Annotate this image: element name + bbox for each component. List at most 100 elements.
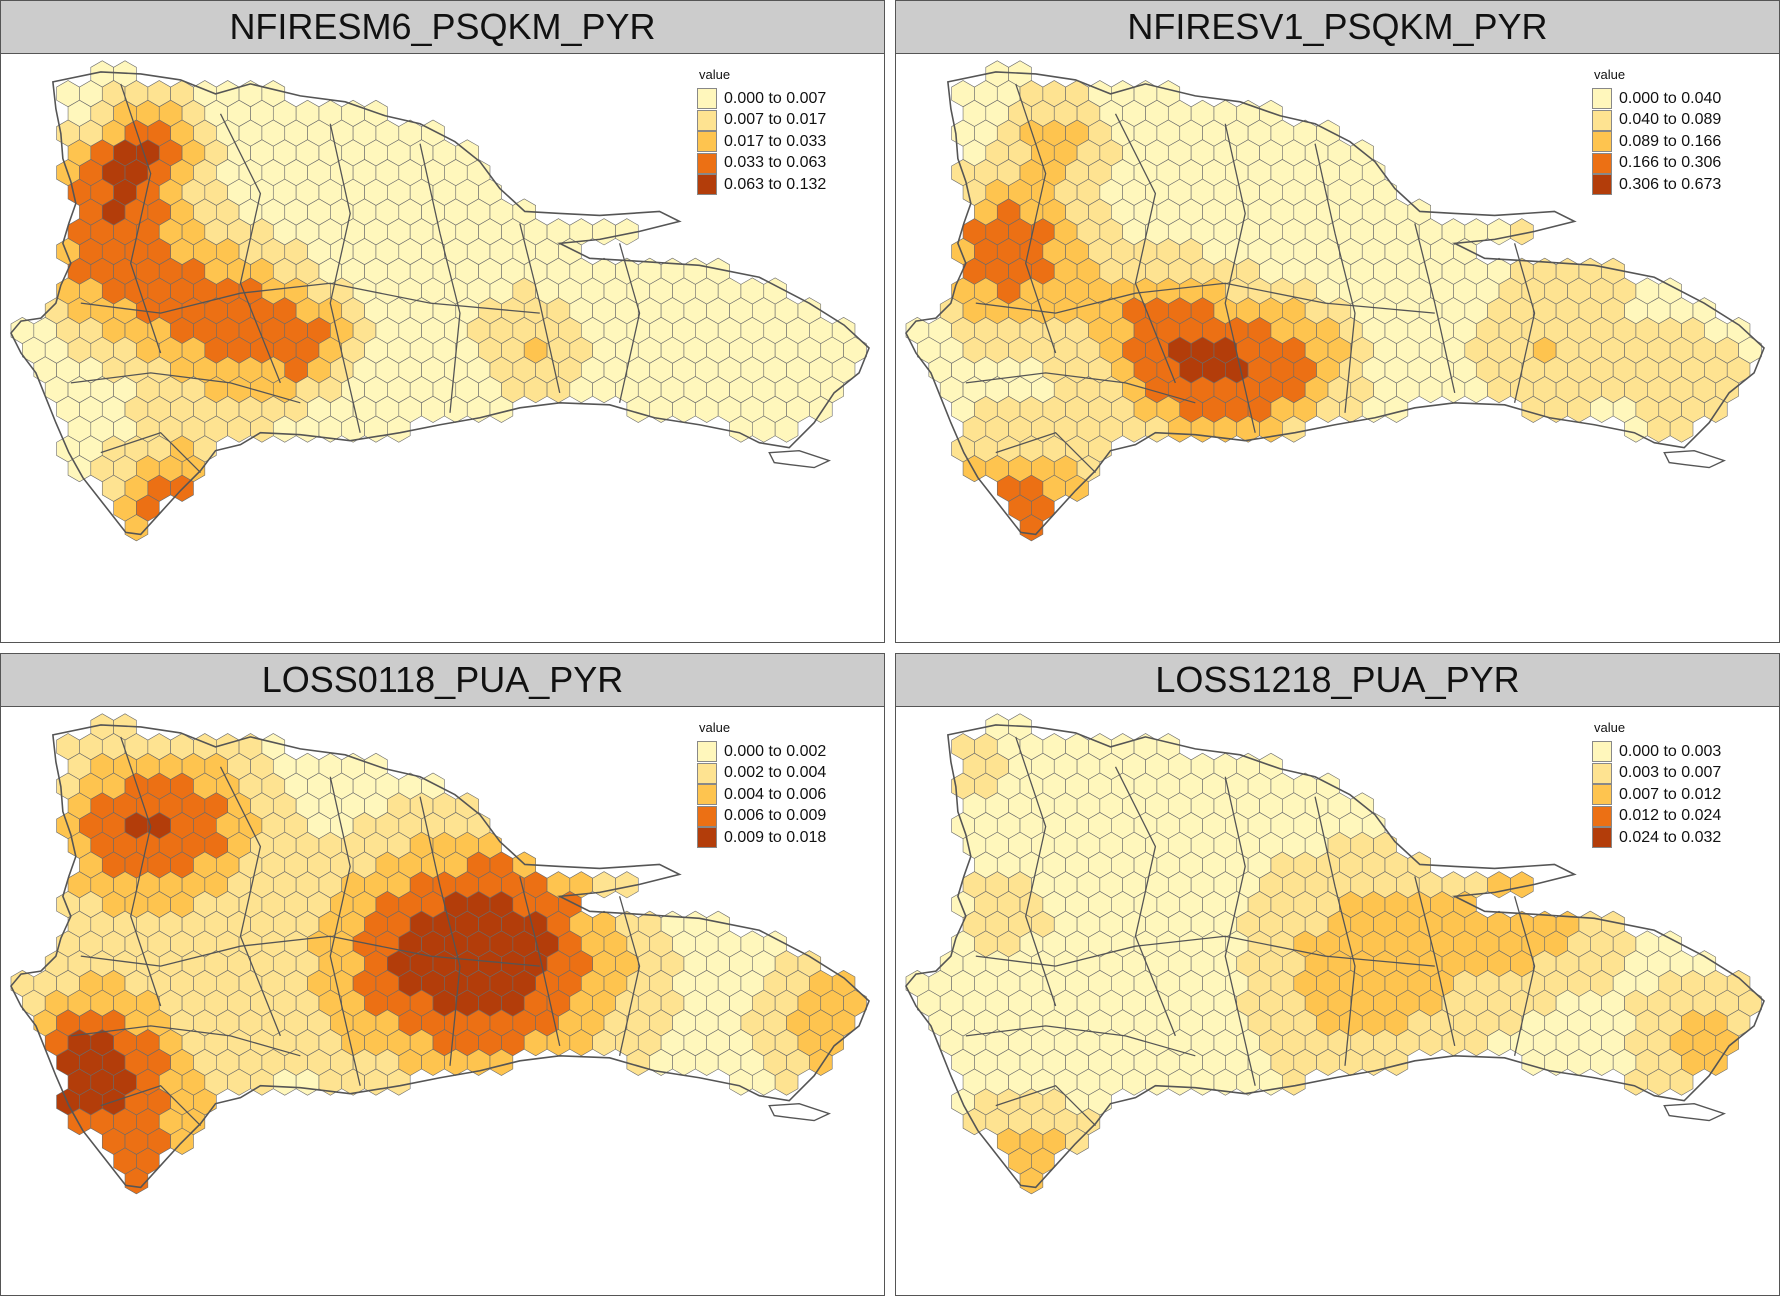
legend-item: 0.012 to 0.024 (1592, 805, 1757, 828)
hex-cell (1019, 514, 1044, 542)
legend: value 0.000 to 0.007 0.007 to 0.017 0.01… (697, 67, 862, 196)
legend: value 0.000 to 0.002 0.002 to 0.004 0.00… (697, 720, 862, 849)
legend-item: 0.006 to 0.009 (697, 805, 862, 828)
legend-label: 0.166 to 0.306 (1619, 154, 1722, 172)
legend-label: 0.002 to 0.004 (724, 764, 827, 782)
legend-swatch (697, 174, 717, 196)
hex-cell (1510, 218, 1534, 246)
legend-label: 0.306 to 0.673 (1619, 175, 1722, 193)
province-boundary (1114, 113, 1176, 384)
map-panel-loss1218: LOSS1218_PUA_PYR value 0.000 to 0.003 0.… (895, 653, 1780, 1296)
coastline (10, 71, 870, 536)
legend-label: 0.040 to 0.089 (1619, 111, 1722, 129)
legend-item: 0.003 to 0.007 (1592, 762, 1757, 785)
province-boundary (995, 1084, 1097, 1127)
hex-cell (1019, 1167, 1044, 1195)
province-boundary (519, 223, 561, 393)
legend-item: 0.166 to 0.306 (1592, 152, 1757, 175)
province-boundary (995, 431, 1097, 474)
province-boundary (1224, 123, 1256, 433)
coastline (905, 724, 1765, 1189)
legend-swatch (1592, 152, 1612, 174)
legend-swatch (697, 741, 717, 763)
legend-label: 0.009 to 0.018 (724, 828, 827, 846)
panel-title: NFIRESM6_PSQKM_PYR (229, 6, 656, 47)
legend-title: value (1594, 67, 1626, 82)
legend-item: 0.000 to 0.007 (697, 88, 862, 110)
legend-swatch (697, 131, 717, 153)
panel-title: LOSS0118_PUA_PYR (261, 659, 624, 700)
hex-cell (1282, 1068, 1306, 1096)
legend-label: 0.000 to 0.003 (1619, 742, 1722, 760)
panel-title: LOSS1218_PUA_PYR (1155, 659, 1520, 700)
legend-swatch (1592, 741, 1612, 763)
hex-cell (615, 218, 639, 246)
legend-label: 0.000 to 0.007 (724, 89, 827, 107)
province-boundary (1414, 876, 1456, 1046)
panel-header: LOSS0118_PUA_PYR (1, 654, 884, 707)
legend-swatch (697, 827, 717, 849)
legend-swatch (1592, 174, 1612, 196)
legend-swatch (1592, 784, 1612, 806)
legend-swatch (1592, 762, 1612, 784)
province-boundaries (965, 83, 1536, 474)
province-boundary (1224, 776, 1256, 1086)
map-panel-loss0118: LOSS0118_PUA_PYR value 0.000 to 0.002 0.… (0, 653, 885, 1296)
hex-map (1, 707, 884, 1295)
legend: value 0.000 to 0.003 0.003 to 0.007 0.00… (1592, 720, 1757, 849)
legend-item: 0.009 to 0.018 (697, 827, 862, 849)
hex-cell (1669, 415, 1694, 443)
legend-swatch (697, 784, 717, 806)
hex-map (896, 707, 1779, 1295)
province-boundary (1513, 896, 1536, 1056)
hex-cell (1510, 871, 1534, 899)
hex-cell (124, 1167, 149, 1195)
legend-label: 0.024 to 0.032 (1619, 828, 1722, 846)
legend-item: 0.306 to 0.673 (1592, 174, 1757, 196)
legend-title: value (1594, 720, 1626, 735)
province-boundary (70, 1025, 301, 1057)
province-boundary (965, 1025, 1196, 1057)
legend-swatch (697, 805, 717, 827)
province-boundary (70, 372, 301, 404)
legend-swatch (1592, 805, 1612, 827)
legend-label: 0.033 to 0.063 (724, 154, 827, 172)
legend-item: 0.024 to 0.032 (1592, 827, 1757, 849)
province-boundary (329, 123, 361, 433)
legend-swatch (697, 109, 717, 131)
legend-item: 0.002 to 0.004 (697, 762, 862, 785)
hexagon-cells (905, 713, 1762, 1195)
legend-item: 0.000 to 0.002 (697, 741, 862, 763)
hex-cell (774, 415, 799, 443)
legend-title: value (699, 720, 731, 735)
map-panel-nfiresm6: NFIRESM6_PSQKM_PYR value 0.000 to 0.007 … (0, 0, 885, 643)
hex-cell (124, 514, 149, 542)
hex-cell (615, 871, 639, 899)
province-boundary (965, 372, 1196, 404)
province-boundary (120, 736, 162, 1007)
hex-cell (387, 1068, 411, 1096)
province-boundary (618, 896, 641, 1056)
province-boundary (1114, 766, 1176, 1037)
province-boundary (975, 935, 1435, 967)
legend-item: 0.007 to 0.012 (1592, 784, 1757, 806)
legend-item: 0.000 to 0.040 (1592, 88, 1757, 110)
hex-cell (592, 218, 616, 246)
legend-label: 0.003 to 0.007 (1619, 764, 1722, 782)
map-panel-nfiresv1: NFIRESV1_PSQKM_PYR value 0.000 to 0.040 … (895, 0, 1780, 643)
legend-label: 0.063 to 0.132 (724, 175, 827, 193)
hex-cell (387, 415, 411, 443)
legend: value 0.000 to 0.040 0.040 to 0.089 0.08… (1592, 67, 1757, 196)
province-boundary (1015, 736, 1057, 1007)
province-boundaries (965, 736, 1536, 1127)
panel-title: NFIRESV1_PSQKM_PYR (1127, 6, 1548, 47)
legend-swatch (697, 152, 717, 174)
legend-label: 0.004 to 0.006 (724, 785, 827, 803)
panel-header: NFIRESM6_PSQKM_PYR (1, 1, 884, 54)
legend-label: 0.012 to 0.024 (1619, 807, 1722, 825)
province-boundary (1314, 796, 1356, 1066)
province-boundary (1513, 243, 1536, 403)
province-boundary (100, 431, 202, 474)
hex-cell (1487, 871, 1511, 899)
province-boundaries (70, 83, 641, 474)
